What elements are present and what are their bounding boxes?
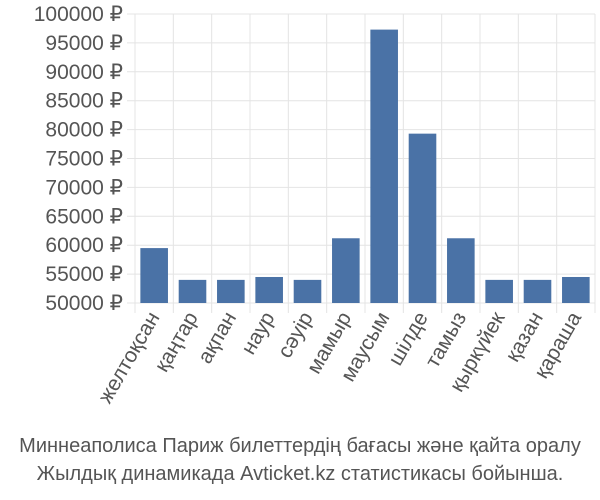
bar-3: [217, 279, 245, 303]
grid-lines: [127, 13, 596, 313]
x-axis-ticks: желтоқсанқаңтарақпаннаурсәуірмамырмаусым…: [94, 307, 586, 407]
bar-chart: 50000 ₽ 55000 ₽ 60000 ₽ 65000 ₽ 70000 ₽ 75000…: [34, 3, 596, 407]
bar-12: [562, 276, 590, 303]
bar-1: [140, 248, 168, 303]
bar-10: [485, 279, 513, 303]
caption-line-1: Миннеаполиса Париж билеттердің бағасы жә…: [19, 435, 581, 457]
bar-6: [332, 238, 360, 303]
y-tick-label: 55000 ₽: [45, 263, 123, 286]
bar-7: [370, 29, 398, 304]
y-tick-label: 50000 ₽: [45, 292, 123, 315]
y-tick-label: 85000 ₽: [45, 90, 123, 113]
y-tick-label: 70000 ₽: [45, 176, 123, 199]
bars: [140, 29, 590, 304]
bar-9: [447, 238, 475, 303]
y-tick-label: 60000 ₽: [45, 234, 123, 257]
caption-line-2: Жылдық динамикада Avticket.kz статистика…: [36, 463, 564, 485]
y-tick-label: 100000 ₽: [34, 3, 123, 26]
bar-8: [408, 133, 437, 303]
y-tick-label: 80000 ₽: [45, 119, 123, 142]
y-tick-label: 90000 ₽: [45, 61, 123, 84]
x-tick-label: ақпан: [193, 308, 241, 368]
bar-2: [178, 279, 207, 303]
bar-4: [255, 276, 283, 303]
y-tick-label: 75000 ₽: [45, 148, 123, 171]
y-tick-label: 95000 ₽: [45, 32, 123, 55]
y-axis-ticks: 50000 ₽ 55000 ₽ 60000 ₽ 65000 ₽ 70000 ₽ 75000…: [34, 3, 123, 315]
y-tick-label: 65000 ₽: [45, 205, 123, 228]
bar-11: [523, 279, 552, 303]
bar-5: [293, 279, 322, 303]
